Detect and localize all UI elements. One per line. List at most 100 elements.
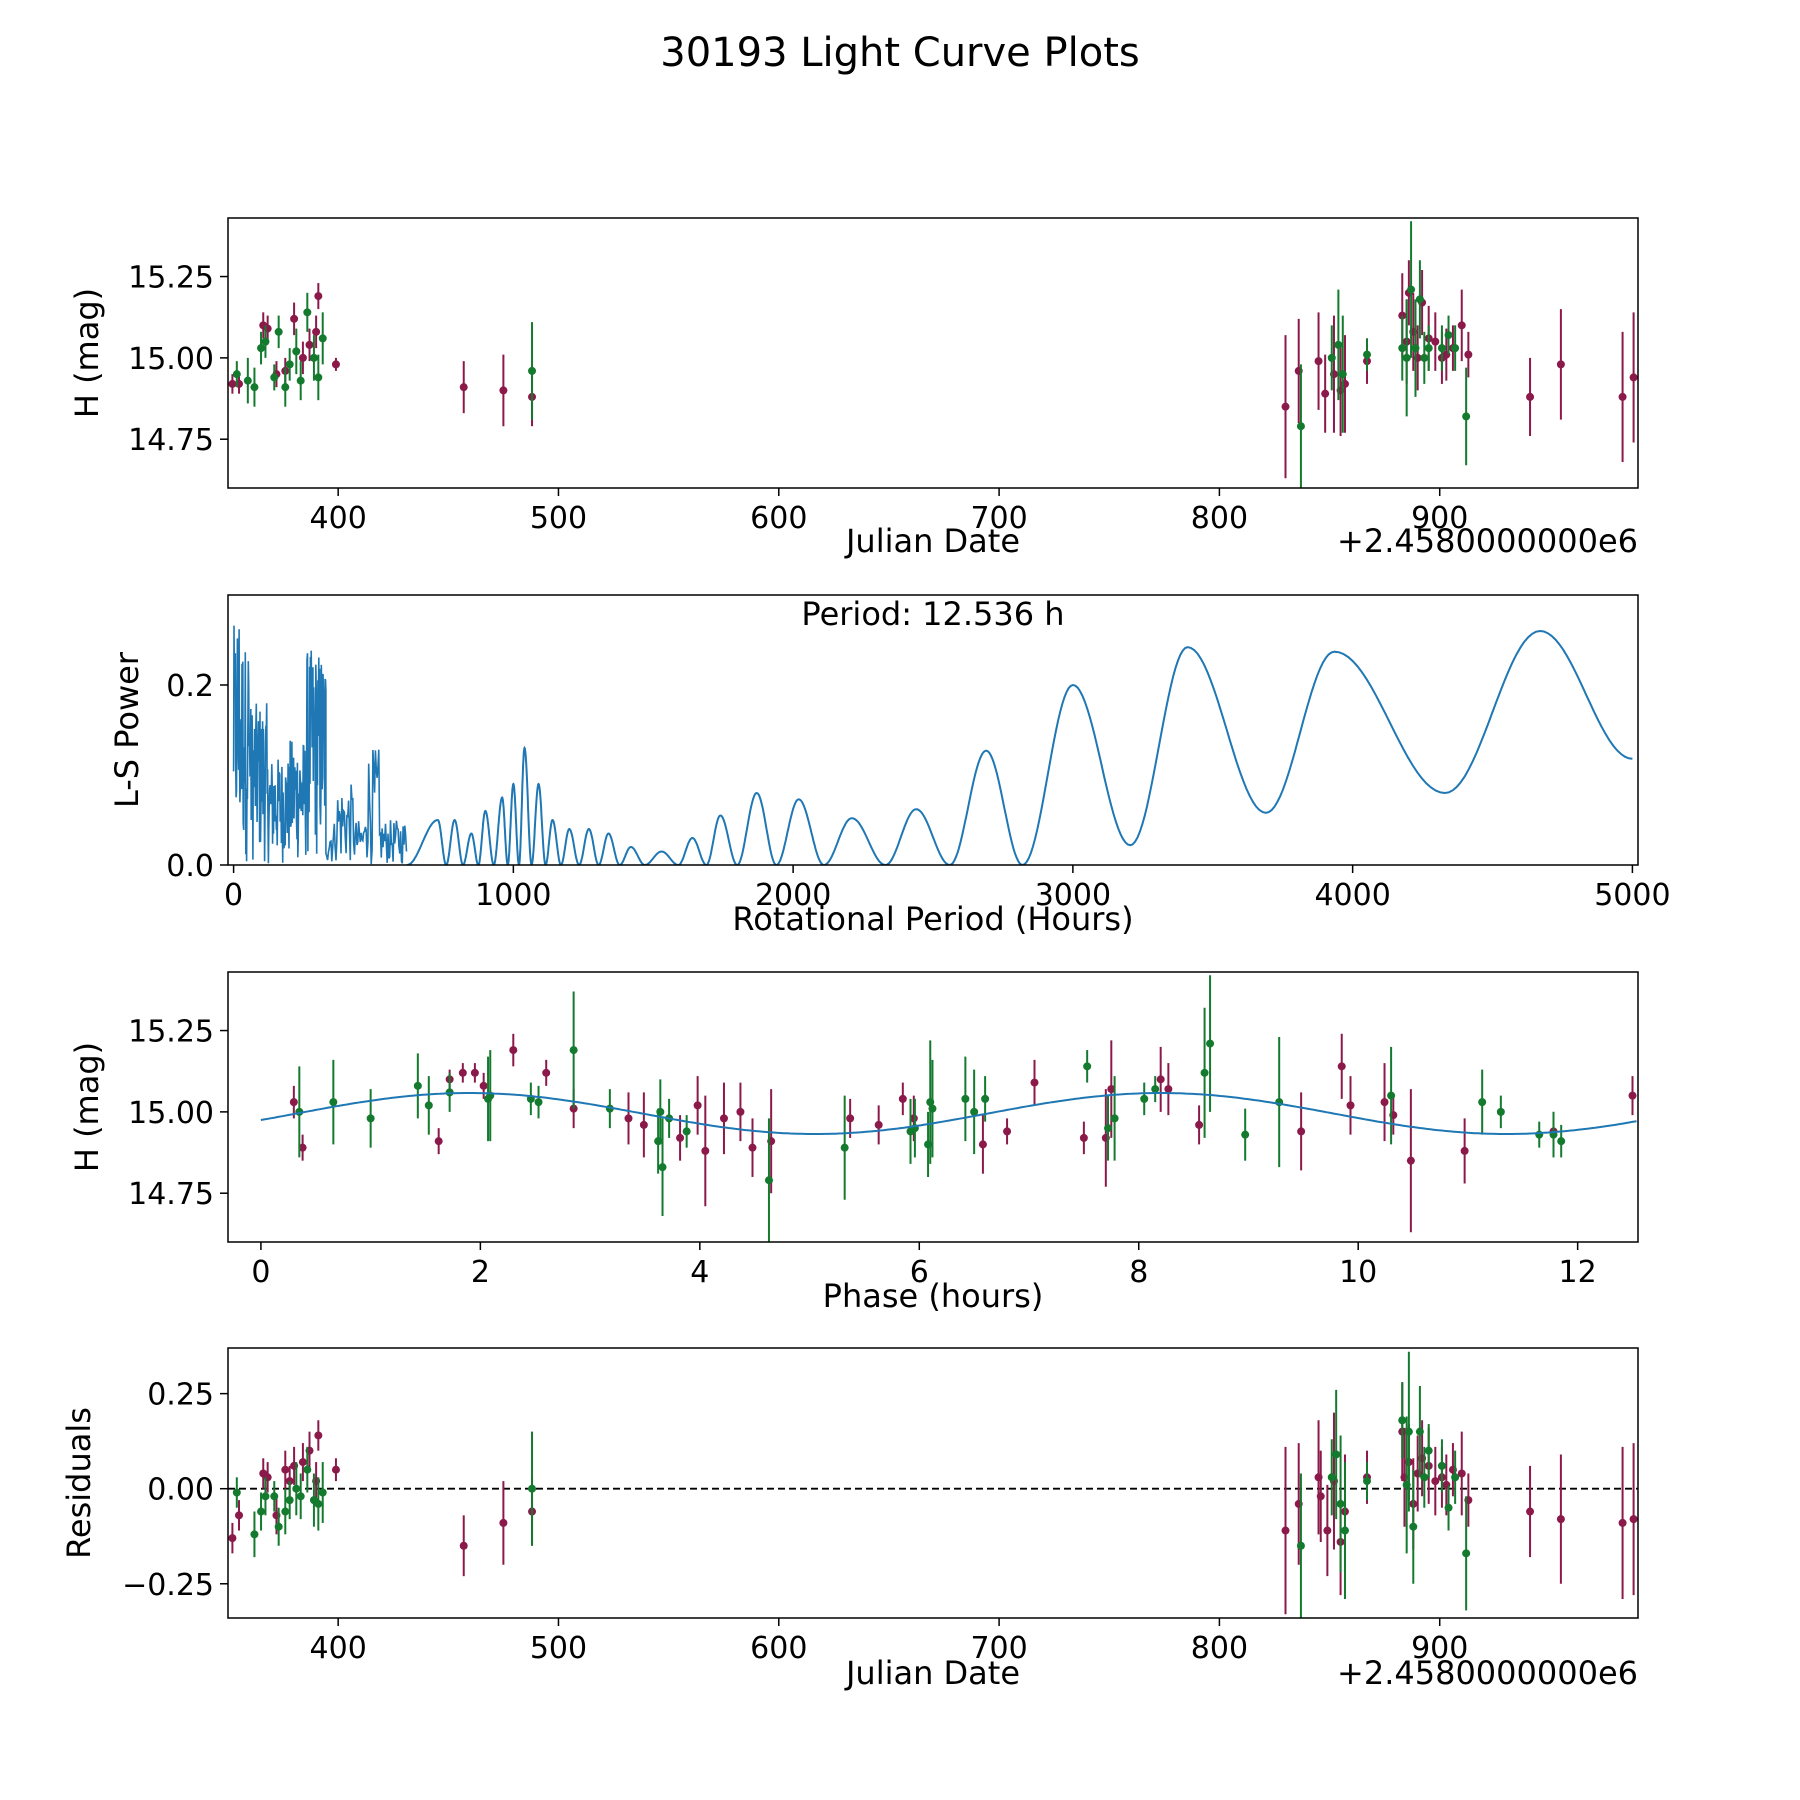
lightcurve-green-point: [281, 383, 290, 392]
phased-red-point: [509, 1046, 518, 1055]
periodogram-y-tick-label: 0.0: [166, 849, 214, 884]
phased-green-point: [1478, 1098, 1487, 1107]
lightcurve-red-point: [228, 379, 237, 388]
residuals-red-point: [1316, 1492, 1325, 1501]
residuals-y-axis-label: Residuals: [60, 1407, 98, 1559]
lightcurve-green-point: [1415, 295, 1424, 304]
lightcurve-green-point: [303, 308, 312, 317]
lightcurve-green-point: [1402, 353, 1411, 362]
lightcurve-green-point: [1338, 370, 1347, 379]
phased-green-point: [1206, 1039, 1215, 1048]
phased-green-point: [961, 1094, 970, 1103]
periodogram-x-tick-label: 2000: [755, 878, 831, 913]
residuals-green-point: [528, 1484, 537, 1493]
residuals-y-tick-label: 0.25: [147, 1378, 214, 1413]
phased-green-point: [1140, 1094, 1149, 1103]
residuals-x-tick-label: 500: [530, 1631, 587, 1666]
lightcurve-green-point: [1363, 350, 1372, 359]
residuals-x-tick-label: 600: [750, 1631, 807, 1666]
lightcurve-red-point: [499, 386, 508, 395]
phased-x-tick-label: 2: [471, 1255, 490, 1290]
lightcurve-x-offset-label: +2.4580000000e6: [1337, 522, 1638, 560]
phased-green-point: [658, 1163, 667, 1172]
phased-x-tick-label: 8: [1129, 1255, 1148, 1290]
residuals-green-point: [270, 1492, 279, 1501]
phased-green-point: [1496, 1107, 1505, 1116]
lightcurve-green-point: [1407, 285, 1416, 294]
phased-red-point: [1003, 1127, 1012, 1136]
lightcurve-x-tick-label: 700: [970, 501, 1027, 536]
lightcurve-x-axis-label: Julian Date: [844, 522, 1020, 560]
residuals-red-point: [228, 1534, 237, 1543]
phased-x-tick-label: 0: [251, 1255, 270, 1290]
periodogram-smooth-series: [406, 629, 1633, 865]
residuals-green-point: [303, 1465, 312, 1474]
residuals-green-point: [1451, 1473, 1460, 1482]
phased-x-tick-label: 12: [1559, 1255, 1597, 1290]
residuals-red-point: [1323, 1526, 1332, 1535]
residuals-green-point: [296, 1492, 305, 1501]
phased-red-point: [676, 1133, 685, 1142]
residuals-red-point: [499, 1518, 508, 1527]
phased-red-point: [1030, 1078, 1039, 1087]
lightcurve-green-point: [314, 373, 323, 382]
phased-green-point: [329, 1098, 338, 1107]
lightcurve-green-point: [257, 344, 266, 353]
residuals-green-point: [257, 1507, 266, 1516]
phased-plot-area: [260, 975, 1637, 1242]
residuals-red-point: [331, 1465, 340, 1474]
phased-red-point: [701, 1146, 710, 1155]
phased-red-point: [693, 1101, 702, 1110]
phased-green-point: [970, 1107, 979, 1116]
residuals-x-tick-label: 800: [1191, 1631, 1248, 1666]
lightcurve-green-point: [1462, 412, 1471, 421]
residuals-green-point: [314, 1499, 323, 1508]
phased-red-point: [736, 1107, 745, 1116]
phased-red-point: [434, 1137, 443, 1146]
phased-green-point: [682, 1127, 691, 1136]
phased-green-point: [1557, 1137, 1566, 1146]
lightcurve-red-point: [1431, 337, 1440, 346]
residuals-red-point: [1281, 1526, 1290, 1535]
phased-red-point: [1628, 1091, 1637, 1100]
lightcurve-x-tick-label: 600: [750, 501, 807, 536]
phased-red-point: [542, 1068, 551, 1077]
phased-green-point: [1200, 1068, 1209, 1077]
residuals-red-point: [1556, 1515, 1565, 1524]
lightcurve-x-tick-label: 900: [1411, 501, 1468, 536]
lightcurve-axes-frame: [227, 217, 1639, 489]
residuals-green-point: [1415, 1427, 1424, 1436]
residuals-green-point: [250, 1530, 259, 1539]
phased-red-point: [1346, 1101, 1355, 1110]
residuals-green-point: [1340, 1526, 1349, 1535]
phased-red-point: [719, 1114, 728, 1123]
periodogram-x-axis-label: Rotational Period (Hours): [732, 900, 1133, 938]
phased-y-axis-label: H (mag): [68, 1042, 106, 1172]
lightcurve-green-point: [1398, 344, 1407, 353]
residuals-plot-area: [228, 1351, 1638, 1618]
residuals-red-point: [1431, 1477, 1440, 1486]
phased-green-point: [1387, 1091, 1396, 1100]
phased-green-point: [764, 1176, 773, 1185]
residuals-green-point: [1420, 1473, 1429, 1482]
residuals-green-point: [281, 1507, 290, 1516]
residuals-x-tick-label: 700: [970, 1631, 1027, 1666]
periodogram-x-tick-label: 1000: [475, 878, 551, 913]
lightcurve-green-point: [1411, 344, 1420, 353]
lightcurve-x-tick-label: 800: [1191, 501, 1248, 536]
residuals-y-tick-label: −0.25: [122, 1568, 214, 1603]
lightcurve-green-point: [1437, 344, 1446, 353]
residuals-green-point: [1409, 1522, 1418, 1531]
phased-red-point: [1406, 1156, 1415, 1165]
lightcurve-red-point: [305, 340, 314, 349]
phased-red-point: [874, 1120, 883, 1129]
lightcurve-red-point: [1526, 392, 1535, 401]
periodogram-plot: 0 1000 2000 3000 4000 5000 0.0 0.2 Rotational Pe…: [108, 594, 1671, 938]
residuals-red-point: [1457, 1469, 1466, 1478]
lightcurve-red-point: [1618, 392, 1627, 401]
phased-red-point: [624, 1114, 633, 1123]
residuals-y-tick-label: 0.00: [147, 1473, 214, 1508]
lightcurve-red-point: [1314, 357, 1323, 366]
residuals-green-point: [1404, 1427, 1413, 1436]
